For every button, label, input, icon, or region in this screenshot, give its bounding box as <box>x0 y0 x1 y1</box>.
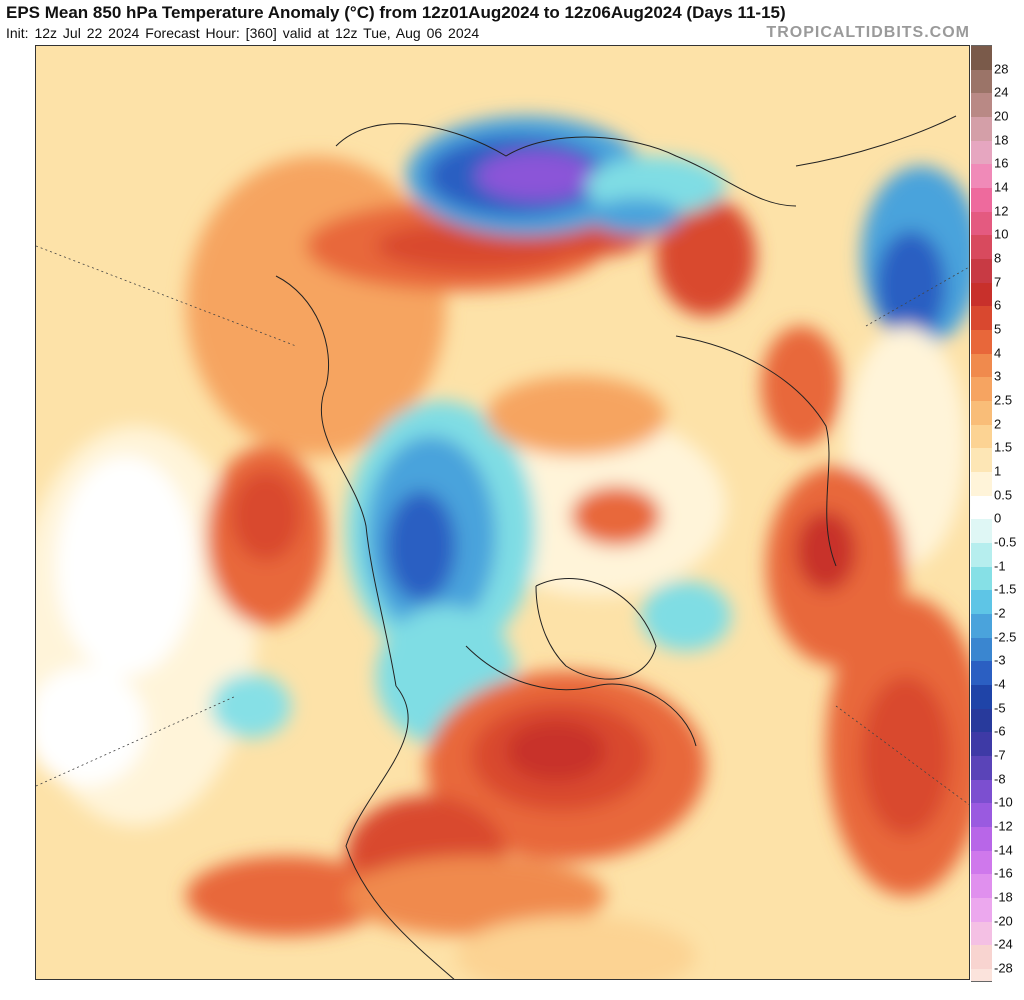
color-scale-swatch <box>971 874 992 899</box>
anomaly-fill-layers <box>36 116 969 979</box>
color-scale-label: 6 <box>994 297 1002 313</box>
color-scale-label: 10 <box>994 226 1009 242</box>
color-scale-label: -20 <box>994 913 1013 929</box>
color-scale-label: -18 <box>994 889 1013 905</box>
color-scale-label: -28 <box>994 960 1013 976</box>
color-scale-label: -6 <box>994 723 1006 739</box>
color-scale-label: -1 <box>994 558 1006 574</box>
color-scale-swatch <box>971 827 992 852</box>
color-scale-label: 18 <box>994 132 1009 148</box>
color-scale-label: 7 <box>994 274 1002 290</box>
color-scale-swatch <box>971 898 992 923</box>
color-scale-label: 28 <box>994 61 1009 77</box>
color-scale-swatch <box>971 685 992 710</box>
color-scale-swatch <box>971 969 992 981</box>
anomaly-map <box>35 45 970 980</box>
color-scale-label: -24 <box>994 936 1013 952</box>
color-scale-swatch <box>971 330 992 355</box>
color-scale-label: -7 <box>994 747 1006 763</box>
color-scale-swatch <box>971 306 992 331</box>
color-scale-swatch <box>971 590 992 615</box>
color-scale-label: -16 <box>994 865 1013 881</box>
color-scale-swatch <box>971 211 992 236</box>
color-scale-label: 8 <box>994 250 1002 266</box>
coastline-lines <box>275 115 957 979</box>
color-scale-label: 1 <box>994 463 1002 479</box>
color-scale-label: -0.5 <box>994 534 1017 550</box>
color-scale-swatch <box>971 188 992 213</box>
color-scale-label: -2.5 <box>994 629 1017 645</box>
color-scale-swatch <box>971 164 992 189</box>
color-scale-swatch <box>971 353 992 378</box>
color-scale-label: -14 <box>994 842 1013 858</box>
color-scale-swatch <box>971 850 992 875</box>
color-scale-swatch <box>971 472 992 497</box>
color-scale-label: 5 <box>994 321 1002 337</box>
color-scale-label: 0 <box>994 510 1002 526</box>
color-scale-label: -2 <box>994 605 1006 621</box>
color-scale-label: -8 <box>994 771 1006 787</box>
color-scale-swatch <box>971 495 992 520</box>
color-scale-label: 0.5 <box>994 487 1013 503</box>
color-scale-swatch <box>971 566 992 591</box>
color-scale-swatch <box>971 282 992 307</box>
color-scale-swatch <box>971 424 992 449</box>
color-scale-label: 2 <box>994 416 1002 432</box>
color-scale-swatch <box>971 140 992 165</box>
graticule <box>36 245 969 806</box>
color-scale-label: -3 <box>994 652 1006 668</box>
map-title: EPS Mean 850 hPa Temperature Anomaly (°C… <box>6 3 786 22</box>
color-scale-swatch <box>971 69 992 94</box>
color-scale-swatch <box>971 803 992 828</box>
color-scale-label: -1.5 <box>994 581 1017 597</box>
color-scale-swatch <box>971 614 992 639</box>
color-scale-label: 2.5 <box>994 392 1013 408</box>
color-scale-label: 16 <box>994 155 1009 171</box>
color-scale-label: 24 <box>994 84 1009 100</box>
map-subtitle: Init: 12z Jul 22 2024 Forecast Hour: [36… <box>6 25 480 41</box>
color-scale-label: -12 <box>994 818 1013 834</box>
color-scale-swatch <box>971 448 992 473</box>
color-scale-bar <box>971 45 992 982</box>
color-scale-swatch <box>971 401 992 426</box>
color-scale-label: 1.5 <box>994 439 1013 455</box>
color-scale-swatch <box>971 732 992 757</box>
color-scale-swatch <box>971 661 992 686</box>
color-scale-label: -5 <box>994 700 1006 716</box>
color-scale-swatch <box>971 543 992 568</box>
color-scale-swatch <box>971 117 992 142</box>
color-scale-label: 20 <box>994 108 1009 124</box>
color-scale-swatch <box>971 637 992 662</box>
color-scale-swatch <box>971 235 992 260</box>
color-scale-label: 3 <box>994 368 1002 384</box>
color-scale-swatch <box>971 46 992 71</box>
color-scale-swatch <box>971 377 992 402</box>
color-scale-swatch <box>971 259 992 284</box>
color-scale-swatch <box>971 779 992 804</box>
color-scale-label: -4 <box>994 676 1006 692</box>
color-scale-swatch <box>971 945 992 970</box>
anomaly-map-svg <box>36 46 969 979</box>
color-scale-label: -10 <box>994 794 1013 810</box>
color-scale-swatch <box>971 921 992 946</box>
color-scale-swatch <box>971 708 992 733</box>
color-scale-swatch <box>971 756 992 781</box>
color-scale-label: 12 <box>994 203 1009 219</box>
source-credit[interactable]: TROPICALTIDBITS.COM <box>766 24 970 41</box>
color-scale-label: 14 <box>994 179 1009 195</box>
color-scale-label: 4 <box>994 345 1002 361</box>
color-scale-swatch <box>971 519 992 544</box>
color-scale-swatch <box>971 93 992 118</box>
